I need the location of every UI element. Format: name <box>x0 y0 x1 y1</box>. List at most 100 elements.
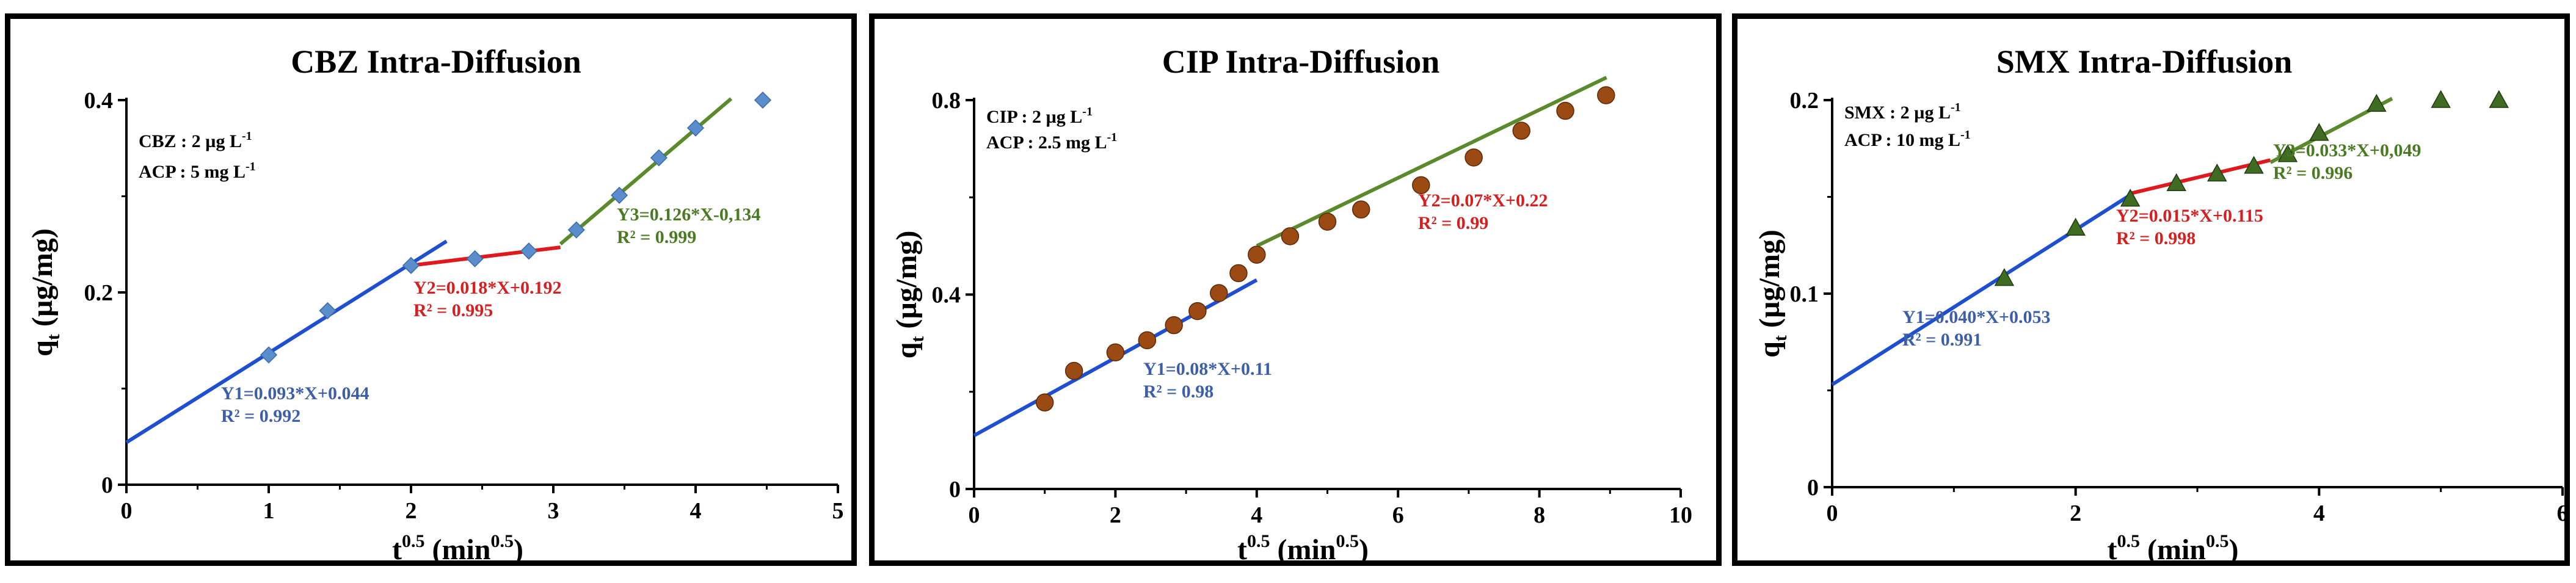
x-axis-label: t0.5 (min0.5) <box>1237 531 1369 566</box>
data-point <box>1165 316 1183 335</box>
x-tick-label: 4 <box>2313 501 2325 526</box>
data-point <box>2244 156 2264 174</box>
data-point <box>2309 123 2329 141</box>
data-point <box>1464 148 1483 167</box>
fit-r2-y3: R² = 0.999 <box>617 227 696 247</box>
condition-label: ACP : 2.5 mg L-1 <box>986 131 1117 153</box>
y-tick-label: 0.4 <box>932 283 961 308</box>
x-tick-label: 3 <box>548 498 559 524</box>
x-tick-label: 4 <box>1251 502 1262 528</box>
chart-svg: CBZ Intra-Diffusion 0 0.2 0.4 0 1 2 3 4 5 t0.5 (mi… <box>26 43 844 566</box>
y-tick-label: 0.2 <box>84 280 114 306</box>
data-point <box>2277 144 2298 162</box>
data-point <box>1281 227 1300 245</box>
cip-chart-panel: CIP Intra-Diffusion 0 0.4 0.8 0 2 4 6 8 10 t0.5 (m… <box>869 13 1722 566</box>
cbz-chart-panel: CBZ Intra-Diffusion 0 0.2 0.4 0 1 2 3 4 5 t0.5 (mi… <box>5 13 857 566</box>
chart-title: CIP Intra-Diffusion <box>1162 43 1440 80</box>
chart-svg: CIP Intra-Diffusion 0 0.4 0.8 0 2 4 6 8 10 t0.5 (m… <box>890 43 1692 566</box>
data-point <box>1352 200 1370 219</box>
data-point <box>520 242 537 260</box>
fit-line-y1 <box>125 239 448 444</box>
x-tick-label: 2 <box>406 498 417 524</box>
y-axis-label: qt (µg/mg) <box>890 231 928 359</box>
data-point <box>1229 264 1248 283</box>
x-tick-label: 0 <box>969 502 980 528</box>
fit-r2-y2: R² = 0.99 <box>1418 213 1488 233</box>
data-point <box>2120 189 2141 207</box>
fit-r2-y1: R² = 0.98 <box>1143 382 1213 402</box>
fit-equation-y3: Y3=0.033*X+0,049 <box>2273 140 2421 161</box>
data-point <box>1512 121 1530 140</box>
fit-r2-y3: R² = 0.996 <box>2273 163 2352 183</box>
condition-label: ACP : 5 mg L-1 <box>139 160 256 182</box>
data-point <box>2065 217 2086 236</box>
data-point <box>1412 176 1430 195</box>
data-point <box>2207 163 2227 182</box>
fit-equation-y2: Y2=0.015*X+0.115 <box>2116 206 2263 226</box>
x-axis-label: t0.5 (min0.5) <box>392 531 523 566</box>
data-point <box>402 256 420 274</box>
y-tick-label: 0.8 <box>932 88 961 114</box>
data-point <box>1318 212 1337 231</box>
condition-label: SMX : 2 µg L-1 <box>1844 101 1961 123</box>
data-point <box>1188 302 1207 320</box>
data-point <box>650 149 668 167</box>
fit-equation-y2: Y2=0.07*X+0.22 <box>1418 190 1548 211</box>
chart-svg: SMX Intra-Diffusion 0 0.1 0.2 0 2 4 6 t0.5 (min0… <box>1753 43 2569 566</box>
fit-r2-y2: R² = 0.998 <box>2116 228 2196 248</box>
data-point <box>260 346 278 364</box>
condition-label: CBZ : 2 µg L-1 <box>139 129 252 151</box>
x-tick-label: 1 <box>263 498 275 524</box>
fit-equation-y3: Y3=0.126*X-0,134 <box>617 205 760 225</box>
y-axis-label: qt (µg/mg) <box>26 228 64 357</box>
x-tick-label: 8 <box>1534 502 1545 528</box>
data-point <box>686 119 705 137</box>
fit-equation-y1: Y1=0.08*X+0.11 <box>1143 359 1272 379</box>
fit-line-y3 <box>559 97 733 246</box>
data-point <box>319 302 337 319</box>
x-tick-label: 0 <box>1827 501 1838 526</box>
x-tick-label: 4 <box>690 498 702 524</box>
data-point <box>567 221 585 239</box>
data-point <box>1138 331 1157 350</box>
data-point <box>466 250 484 267</box>
x-tick-label: 0 <box>121 498 133 524</box>
chart-title: SMX Intra-Diffusion <box>1996 43 2293 80</box>
data-point <box>1994 268 2015 286</box>
condition-label: CIP : 2 µg L-1 <box>986 105 1093 127</box>
data-point <box>1556 101 1574 120</box>
x-tick-label: 2 <box>1110 502 1121 528</box>
data-point <box>1248 245 1266 264</box>
data-point <box>611 186 628 204</box>
x-tick-label: 10 <box>1669 502 1692 528</box>
fit-r2-y2: R² = 0.995 <box>413 300 493 320</box>
data-point <box>2367 93 2387 112</box>
fit-equation-y1: Y1=0.093*X+0.044 <box>221 383 369 404</box>
y-tick-label: 0.2 <box>1790 88 1819 114</box>
data-point <box>2489 90 2509 108</box>
data-point <box>2431 90 2451 108</box>
y-axis-label: qt (µg/mg) <box>1753 230 1791 358</box>
fit-equation-y1: Y1=0.040*X+0.053 <box>1902 307 2051 327</box>
x-tick-label: 5 <box>832 498 844 524</box>
y-tick-label: 0.1 <box>1790 281 1819 307</box>
fit-r2-y1: R² = 0.992 <box>221 406 300 426</box>
y-tick-label: 0 <box>101 473 113 498</box>
data-point <box>754 91 772 109</box>
fit-r2-y1: R² = 0.991 <box>1902 330 1982 350</box>
y-tick-label: 0.4 <box>84 88 114 114</box>
y-tick-label: 0 <box>1807 475 1819 501</box>
fit-line-y2 <box>1256 76 1607 248</box>
data-point <box>1106 343 1125 362</box>
fit-equation-y2: Y2=0.018*X+0.192 <box>413 278 562 298</box>
data-point <box>2166 173 2186 192</box>
chart-title: CBZ Intra-Diffusion <box>291 43 581 80</box>
data-point <box>1597 86 1615 104</box>
condition-label: ACP : 10 mg L-1 <box>1844 128 1971 150</box>
x-axis-label: t0.5 (min0.5) <box>2108 531 2239 566</box>
smx-chart-panel: SMX Intra-Diffusion 0 0.1 0.2 0 2 4 6 t0.5 (min0… <box>1732 13 2570 566</box>
x-tick-label: 6 <box>2557 501 2569 526</box>
data-point <box>1035 393 1054 412</box>
data-point <box>1210 284 1228 302</box>
data-point <box>1064 361 1083 380</box>
